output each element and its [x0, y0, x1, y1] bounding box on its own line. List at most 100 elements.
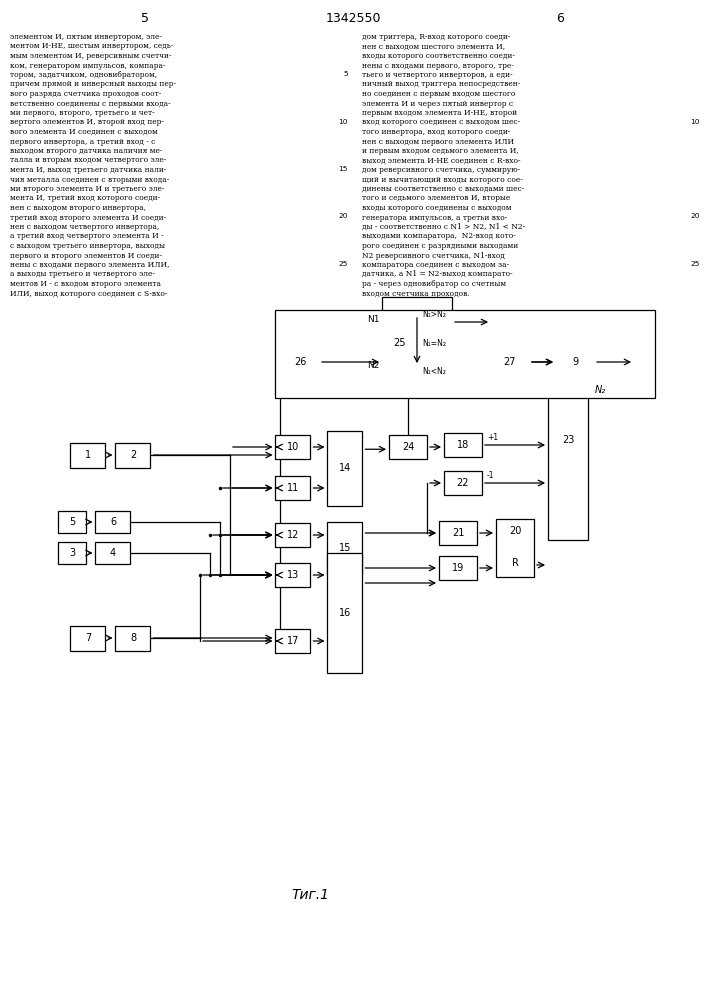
Text: 17: 17 — [287, 636, 299, 646]
Text: нен с выходом второго инвертора,: нен с выходом второго инвертора, — [10, 204, 146, 212]
Text: 7: 7 — [85, 633, 91, 643]
Text: элементом И, пятым инвертором, эле-: элементом И, пятым инвертором, эле- — [10, 33, 162, 41]
Bar — [276, 435, 310, 459]
Text: дом триггера, R-вход которого соеди-: дом триггера, R-вход которого соеди- — [362, 33, 510, 41]
Text: +1: +1 — [487, 434, 498, 442]
Text: компаратора соединен с выходом за-: компаратора соединен с выходом за- — [362, 261, 509, 269]
Text: датчика, а N1 = N2-выход компарато-: датчика, а N1 = N2-выход компарато- — [362, 270, 513, 278]
Text: 20: 20 — [339, 214, 348, 220]
Text: первым входом элемента И-НЕ, второй: первым входом элемента И-НЕ, второй — [362, 109, 517, 117]
Text: мым элементом И, реверсивным счетчи-: мым элементом И, реверсивным счетчи- — [10, 52, 172, 60]
Text: вертого элементов И, второй вход пер-: вертого элементов И, второй вход пер- — [10, 118, 164, 126]
Text: 27: 27 — [504, 357, 516, 367]
Bar — [439, 521, 477, 545]
Text: тором, задатчиком, одновибратором,: тором, задатчиком, одновибратором, — [10, 71, 157, 79]
Text: входы которого соединены с выходом: входы которого соединены с выходом — [362, 204, 511, 212]
Text: ком, генератором импульсов, компара-: ком, генератором импульсов, компара- — [10, 62, 165, 70]
Text: вого элемента И соединен с выходом: вого элемента И соединен с выходом — [10, 128, 158, 136]
Text: 14: 14 — [339, 463, 351, 473]
Text: 11: 11 — [287, 483, 299, 493]
Bar — [327, 522, 363, 574]
Text: R: R — [512, 558, 518, 568]
Text: талла и вторым входом четвертого эле-: талла и вторым входом четвертого эле- — [10, 156, 166, 164]
Text: 8: 8 — [130, 633, 136, 643]
Text: а выходы третьего и четвертого эле-: а выходы третьего и четвертого эле- — [10, 270, 155, 278]
Text: первого и второго элементов И соеди-: первого и второго элементов И соеди- — [10, 251, 162, 259]
Text: N₂: N₂ — [595, 385, 606, 395]
Text: 24: 24 — [402, 442, 414, 452]
Text: 2: 2 — [130, 450, 136, 460]
Text: 4: 4 — [110, 548, 116, 558]
Text: чия металла соединен с вторыми входа-: чия металла соединен с вторыми входа- — [10, 176, 169, 184]
Text: входы которого соответственно соеди-: входы которого соответственно соеди- — [362, 52, 515, 60]
Text: ми первого, второго, третьего и чет-: ми первого, второго, третьего и чет- — [10, 109, 155, 117]
Text: N2: N2 — [368, 361, 380, 370]
Text: причем прямой и инверсный выходы пер-: причем прямой и инверсный выходы пер- — [10, 81, 176, 89]
Bar — [444, 471, 482, 495]
Bar — [556, 350, 594, 374]
Text: генератора импульсов, а третьи вхо-: генератора импульсов, а третьи вхо- — [362, 214, 507, 222]
Text: мента И, третий вход которого соеди-: мента И, третий вход которого соеди- — [10, 194, 160, 202]
Text: а третий вход четвертого элемента И -: а третий вход четвертого элемента И - — [10, 232, 163, 240]
Text: 21: 21 — [452, 528, 464, 538]
Text: ра - через одновибратор со счетным: ра - через одновибратор со счетным — [362, 280, 506, 288]
Text: 20: 20 — [691, 214, 700, 220]
Text: 5: 5 — [344, 71, 348, 77]
Bar — [281, 350, 319, 374]
Bar — [115, 626, 151, 650]
Text: 1342550: 1342550 — [325, 11, 381, 24]
Bar — [439, 556, 477, 580]
Text: 20: 20 — [509, 526, 521, 536]
Bar — [276, 523, 310, 547]
Bar — [496, 519, 534, 577]
Text: ды - соответственно с N1 > N2, N1 < N2-: ды - соответственно с N1 > N2, N1 < N2- — [362, 223, 525, 231]
Bar — [276, 629, 310, 653]
Text: ветственно соединены с первыми входа-: ветственно соединены с первыми входа- — [10, 100, 170, 107]
Text: нен с выходом четвертого инвертора,: нен с выходом четвертого инвертора, — [10, 223, 159, 231]
Text: с выходом третьего инвертора, выходы: с выходом третьего инвертора, выходы — [10, 242, 165, 250]
Bar — [71, 626, 105, 650]
Text: 5: 5 — [141, 11, 149, 24]
Text: 6: 6 — [110, 517, 116, 527]
Text: динены соответственно с выходами шес-: динены соответственно с выходами шес- — [362, 185, 525, 193]
Text: 10: 10 — [287, 442, 299, 452]
Text: N₁=N₂: N₁=N₂ — [423, 338, 447, 348]
Text: входом счетчика проходов.: входом счетчика проходов. — [362, 290, 469, 298]
Bar — [327, 553, 363, 673]
Bar — [276, 563, 310, 587]
Text: и первым входом седьмого элемента И,: и первым входом седьмого элемента И, — [362, 147, 519, 155]
Text: 15: 15 — [339, 543, 351, 553]
Text: Τиг.1: Τиг.1 — [291, 888, 329, 902]
Text: того и седьмого элементов И, вторые: того и седьмого элементов И, вторые — [362, 194, 510, 202]
Bar — [444, 433, 482, 457]
Text: нен с выходом шестого элемента И,: нен с выходом шестого элемента И, — [362, 42, 505, 50]
Text: 10: 10 — [339, 118, 348, 124]
Text: вход которого соединен с выходом шес-: вход которого соединен с выходом шес- — [362, 118, 520, 126]
Text: ми второго элемента И и третьего эле-: ми второго элемента И и третьего эле- — [10, 185, 164, 193]
Text: ИЛИ, выход которого соединен с S-вхо-: ИЛИ, выход которого соединен с S-вхо- — [10, 290, 168, 298]
Bar — [276, 476, 310, 500]
Text: третий вход второго элемента И соеди-: третий вход второго элемента И соеди- — [10, 214, 166, 222]
Bar — [382, 297, 452, 389]
Text: того инвертора, вход которого соеди-: того инвертора, вход которого соеди- — [362, 128, 510, 136]
Text: дом реверсивного счетчика, суммирую-: дом реверсивного счетчика, суммирую- — [362, 166, 520, 174]
Text: 19: 19 — [452, 563, 464, 573]
Text: 25: 25 — [339, 261, 348, 267]
Text: вого разряда счетчика проходов соот-: вого разряда счетчика проходов соот- — [10, 90, 161, 98]
Text: N2 реверсивного счетчика, N1-вход: N2 реверсивного счетчика, N1-вход — [362, 251, 505, 259]
Bar — [327, 430, 363, 506]
Text: мента И, выход третьего датчика нали-: мента И, выход третьего датчика нали- — [10, 166, 166, 174]
Bar — [548, 340, 588, 540]
Text: но соединен с первым входом шестого: но соединен с первым входом шестого — [362, 90, 515, 98]
Bar — [275, 310, 655, 398]
Text: выходами компаратора,  N2-вход кото-: выходами компаратора, N2-вход кото- — [362, 232, 515, 240]
Text: 25: 25 — [393, 338, 406, 348]
Text: N1: N1 — [368, 316, 380, 324]
Bar — [58, 542, 86, 564]
Text: 22: 22 — [457, 478, 469, 488]
Text: элемента И и через пятый инвертор с: элемента И и через пятый инвертор с — [362, 100, 513, 107]
Text: -1: -1 — [487, 472, 494, 481]
Text: 18: 18 — [457, 440, 469, 450]
Text: рого соединен с разрядными выходами: рого соединен с разрядными выходами — [362, 242, 518, 250]
Text: 25: 25 — [691, 261, 700, 267]
